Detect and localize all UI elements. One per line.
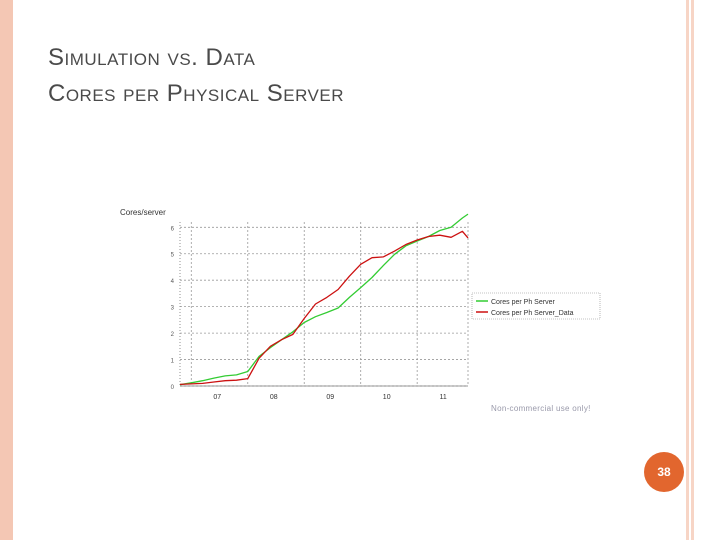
y-tick-label: 5 bbox=[171, 253, 175, 259]
line-chart: Cores/server 0 1 2 3 4 5 6 07 08 09 10 11 Cores per… bbox=[120, 208, 601, 413]
legend-box bbox=[471, 292, 601, 320]
y-tick-label: 6 bbox=[171, 226, 175, 232]
page-number-badge: 38 bbox=[644, 452, 684, 492]
legend-label: Cores per Ph Server_Data bbox=[491, 310, 574, 317]
x-tick-label: 10 bbox=[383, 394, 391, 401]
watermark: Non-commercial use only! bbox=[491, 404, 591, 413]
y-axis-label: Cores/server bbox=[120, 208, 166, 217]
y-tick-label: 2 bbox=[171, 332, 175, 338]
y-tick-label: 0 bbox=[171, 385, 175, 391]
right-accent-stripe bbox=[686, 0, 689, 540]
title-line-2: Cores per Physical Server bbox=[48, 80, 344, 107]
x-tick-label: 09 bbox=[326, 394, 334, 401]
x-tick-label: 08 bbox=[270, 394, 278, 401]
series-line-2 bbox=[179, 230, 469, 386]
x-tick-label: 11 bbox=[440, 394, 447, 401]
y-tick-label: 4 bbox=[171, 279, 175, 285]
y-tick-label: 1 bbox=[171, 359, 175, 365]
legend-label: Cores per Ph Server bbox=[491, 299, 555, 306]
left-accent-bar bbox=[0, 0, 13, 540]
slide-title: Simulation vs. Data Cores per Physical S… bbox=[48, 40, 668, 112]
y-tick-label: 3 bbox=[171, 306, 175, 312]
x-tick-label: 07 bbox=[213, 394, 221, 401]
title-line-1: Simulation vs. Data bbox=[48, 44, 256, 71]
right-accent-stripe bbox=[691, 0, 694, 540]
